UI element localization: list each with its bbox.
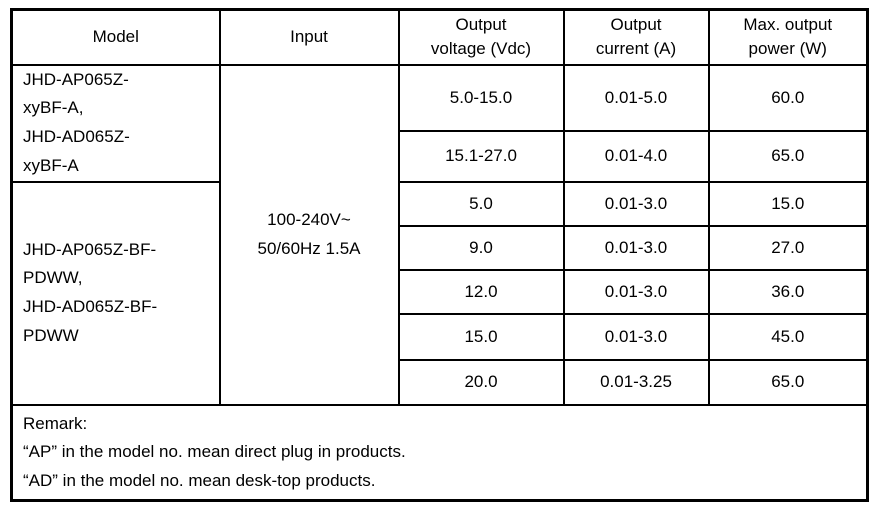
current-cell: 0.01-3.0 xyxy=(562,312,710,361)
voltage-cell: 9.0 xyxy=(397,224,565,271)
model-cell-group-2: JHD-AP065Z-BF- PDWW, JHD-AD065Z-BF- PDWW xyxy=(10,180,221,406)
voltage-cell: 5.0-15.0 xyxy=(397,63,565,132)
header-input: Input xyxy=(218,8,400,66)
power-cell: 27.0 xyxy=(707,224,869,271)
current-cell: 0.01-3.0 xyxy=(562,180,710,227)
current-cell: 0.01-4.0 xyxy=(562,129,710,183)
power-cell: 45.0 xyxy=(707,312,869,361)
header-output-current: Output current (A) xyxy=(562,8,710,66)
current-cell: 0.01-3.0 xyxy=(562,224,710,271)
table-row: JHD-AP065Z-BF- PDWW, JHD-AD065Z-BF- PDWW… xyxy=(10,180,869,406)
remark-row: Remark: “AP” in the model no. mean direc… xyxy=(10,403,869,502)
voltage-cell: 15.1-27.0 xyxy=(397,129,565,183)
power-spec-table: Model Input Output voltage (Vdc) Output … xyxy=(10,8,869,503)
voltage-cell: 15.0 xyxy=(397,312,565,361)
power-cell: 15.0 xyxy=(707,180,869,227)
current-cell: 0.01-5.0 xyxy=(562,63,710,132)
power-cell: 60.0 xyxy=(707,63,869,132)
table-row: 20.0 0.01-3.25 65.0 xyxy=(12,358,869,406)
current-cell: 0.01-3.0 xyxy=(562,268,710,315)
table-row: 9.0 0.01-3.0 27.0 xyxy=(12,224,869,271)
remark-cell: Remark: “AP” in the model no. mean direc… xyxy=(10,403,869,502)
power-cell: 65.0 xyxy=(707,129,869,183)
header-max-output-power: Max. output power (W) xyxy=(707,8,869,66)
voltage-cell: 12.0 xyxy=(397,268,565,315)
power-cell: 65.0 xyxy=(707,358,869,406)
table-row: JHD-AP065Z- xyBF-A, JHD-AD065Z- xyBF-A 1… xyxy=(10,63,869,406)
table-row: 12.0 0.01-3.0 36.0 xyxy=(12,268,869,315)
voltage-cell: 5.0 xyxy=(397,180,565,227)
table-row: 15.0 0.01-3.0 45.0 xyxy=(12,312,869,361)
table-header-row: Model Input Output voltage (Vdc) Output … xyxy=(10,8,869,66)
header-output-voltage: Output voltage (Vdc) xyxy=(397,8,565,66)
current-cell: 0.01-3.25 xyxy=(562,358,710,406)
header-model: Model xyxy=(10,8,221,66)
power-cell: 36.0 xyxy=(707,268,869,315)
input-cell: 100-240V~ 50/60Hz 1.5A xyxy=(218,63,400,406)
table-row: 15.1-27.0 0.01-4.0 65.0 xyxy=(12,129,869,183)
model-cell-group-1: JHD-AP065Z- xyBF-A, JHD-AD065Z- xyBF-A xyxy=(10,63,221,183)
voltage-cell: 20.0 xyxy=(397,358,565,406)
